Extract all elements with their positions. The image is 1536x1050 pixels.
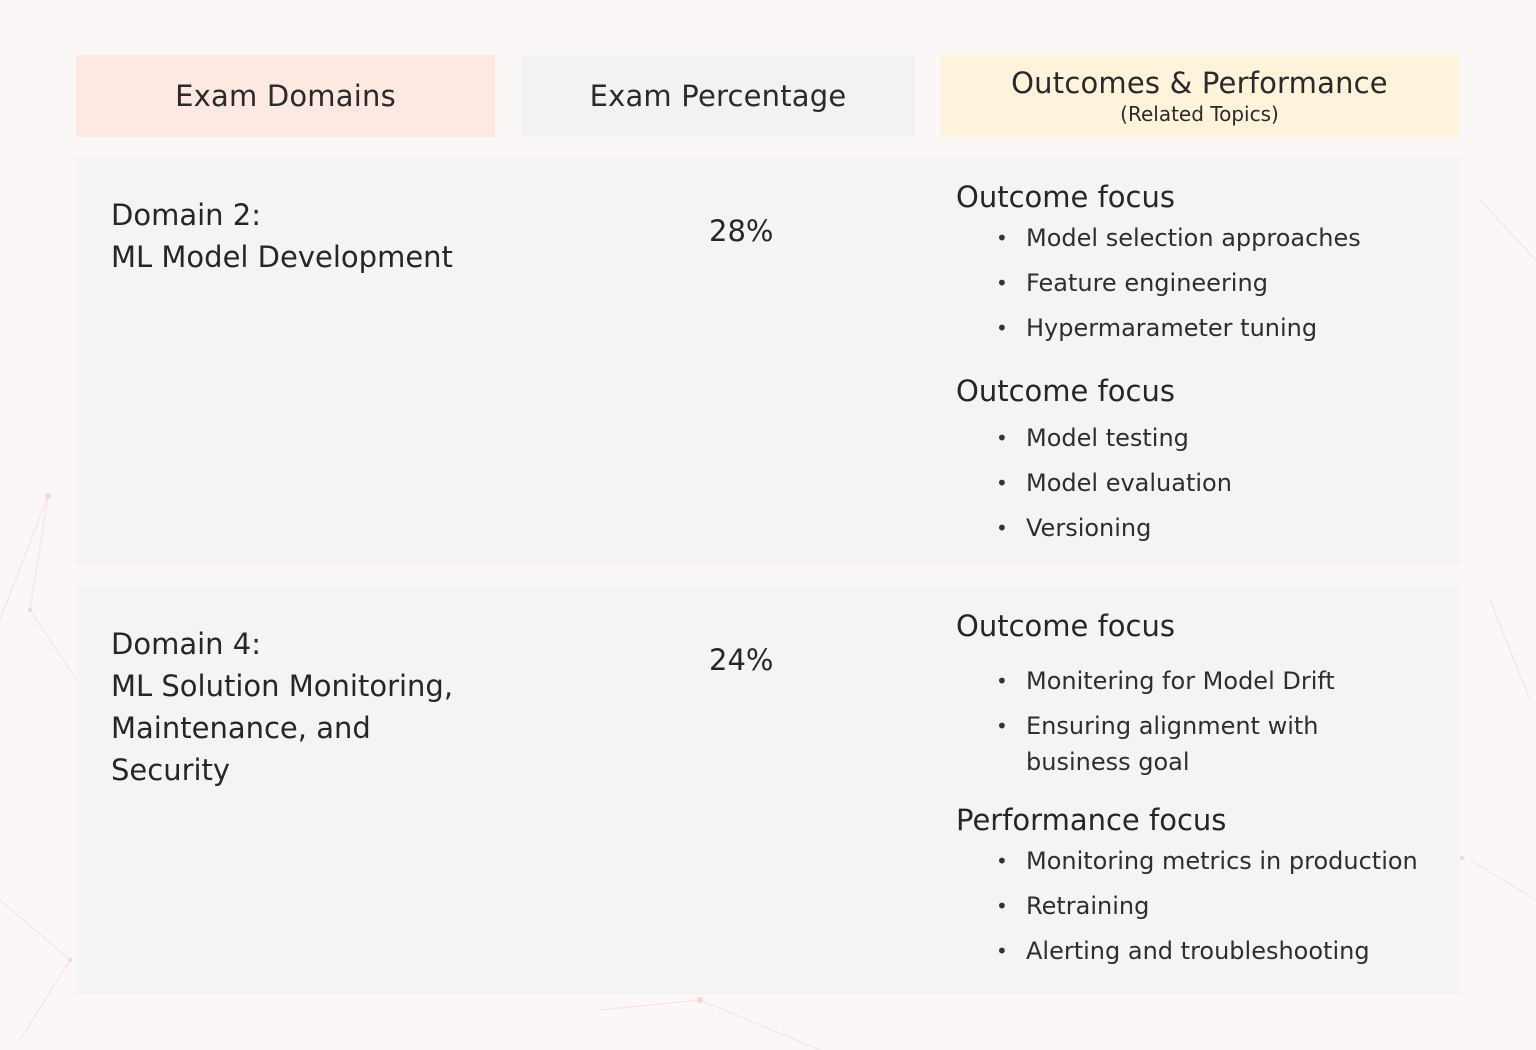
focus-list: Model selection approaches Feature engin… [956,220,1456,346]
domain-number: Domain 4: [111,627,261,661]
header-outcomes-performance: Outcomes & Performance (Related Topics) [940,55,1459,137]
list-item: Ensuring alignment with business goal [956,708,1336,780]
focus-list: Monitoring metrics in production Retrain… [956,843,1456,969]
percentage-value: 24% [709,643,774,677]
focus-list: Model testing Model evaluation Versionin… [956,420,1456,546]
list-item: Monitoring metrics in production [956,843,1456,879]
focus-list: Monitering for Model Drift Ensuring alig… [956,663,1336,780]
focus-group: Outcome focus Model selection approaches… [956,178,1456,346]
header-outcomes-title: Outcomes & Performance [1011,66,1388,100]
list-item: Retraining [956,888,1456,924]
domain-title: ML Model Development [111,240,453,274]
table-row-domain-2: Domain 2: ML Model Development 28% Outco… [76,156,1460,566]
domain-cell: Domain 4: ML Solution Monitoring, Mainte… [111,623,491,791]
focus-title: Outcome focus [956,180,1175,214]
header-exam-domains-label: Exam Domains [175,79,396,113]
header-outcomes-subtitle: (Related Topics) [1120,102,1279,126]
focus-title: Outcome focus [956,609,1175,643]
focus-title: Performance focus [956,803,1227,837]
list-item: Model evaluation [956,465,1456,501]
domain-number: Domain 2: [111,198,261,232]
list-item: Model selection approaches [956,220,1456,256]
list-item: Hypermarameter tuning [956,310,1456,346]
header-exam-percentage: Exam Percentage [521,55,915,137]
list-item: Model testing [956,420,1456,456]
list-item: Feature engineering [956,265,1456,301]
table-row-domain-4: Domain 4: ML Solution Monitoring, Mainte… [76,585,1460,995]
percentage-value: 28% [709,214,774,248]
domain-title: ML Solution Monitoring, Maintenance, and… [111,669,454,787]
focus-group: Outcome focus Model testing Model evalua… [956,372,1456,546]
list-item: Alerting and troubleshooting [956,933,1456,969]
domain-cell: Domain 2: ML Model Development [111,194,453,278]
list-item: Monitering for Model Drift [956,663,1336,699]
header-exam-domains: Exam Domains [76,55,495,137]
focus-group: Performance focus Monitoring metrics in … [956,801,1456,969]
focus-group: Outcome focus Monitering for Model Drift… [956,607,1456,780]
list-item: Versioning [956,510,1456,546]
header-exam-percentage-label: Exam Percentage [589,79,847,113]
focus-title: Outcome focus [956,374,1175,408]
